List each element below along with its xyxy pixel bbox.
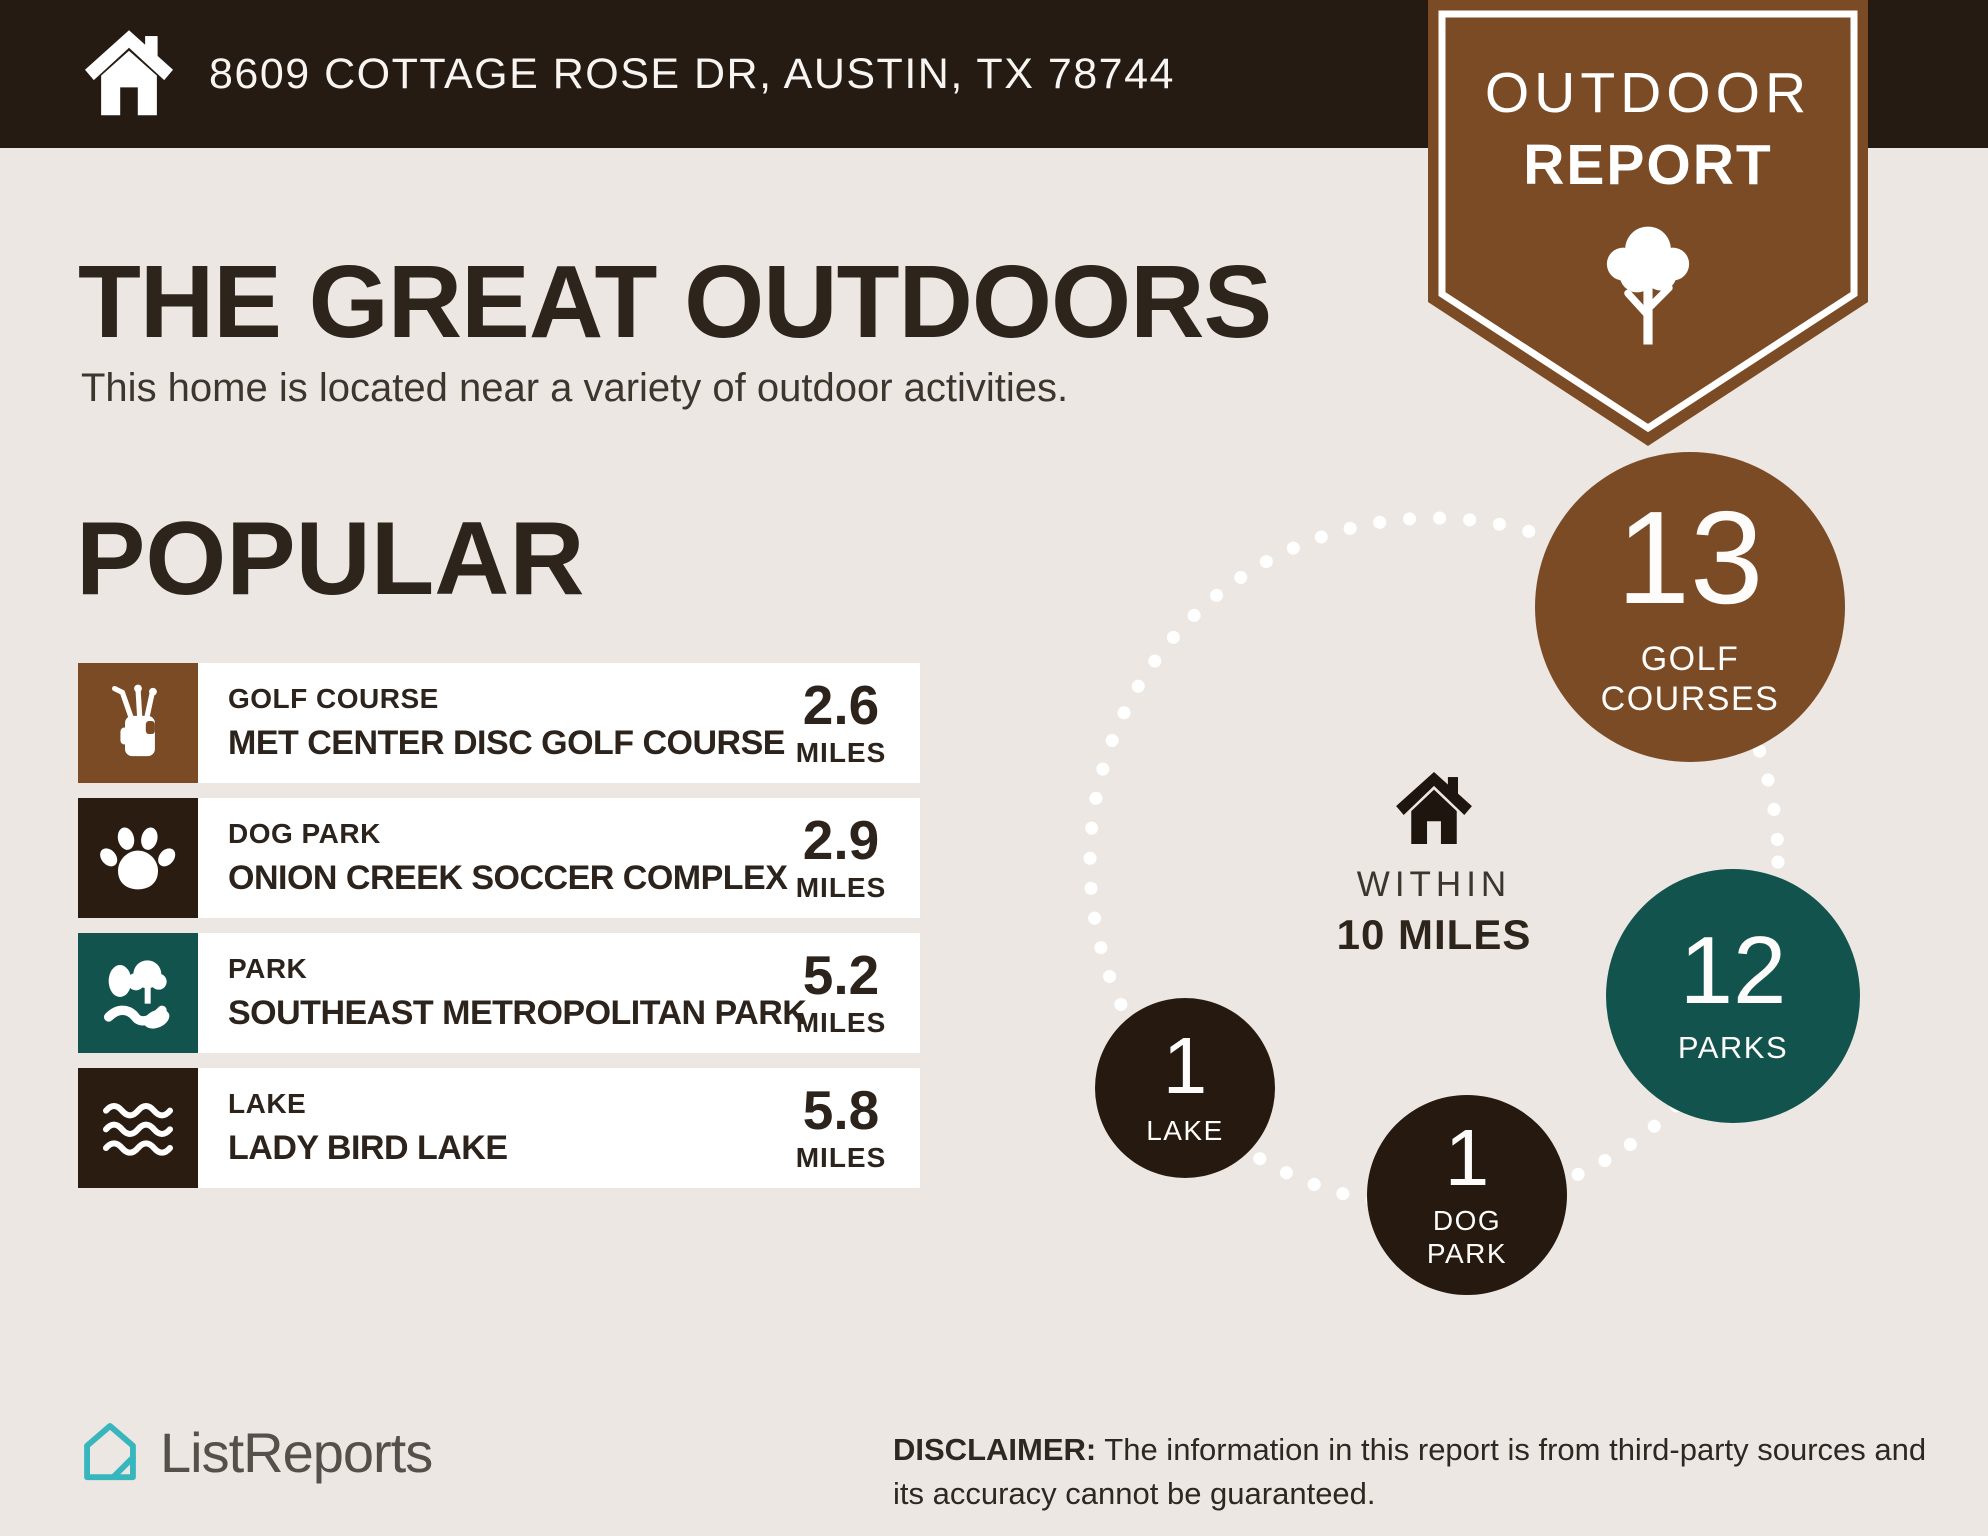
ribbon-title-line2: REPORT <box>1523 133 1773 197</box>
popular-list: GOLF COURSE MET CENTER DISC GOLF COURSE … <box>78 663 920 1203</box>
distance-unit: MILES <box>795 1141 887 1173</box>
tree-icon <box>1428 222 1868 355</box>
item-distance: 2.6 MILES <box>786 673 896 769</box>
property-address: 8609 COTTAGE ROSE DR, AUSTIN, TX 78744 <box>209 49 1175 98</box>
popular-item-lake: LAKE LADY BIRD LAKE 5.8 MILES <box>78 1068 920 1188</box>
distance-value: 5.2 <box>802 943 880 1006</box>
distance-unit: MILES <box>795 871 887 903</box>
paw-icon <box>78 798 198 918</box>
item-category: DOG PARK <box>228 818 381 849</box>
popular-item-park: PARK SOUTHEAST METROPOLITAN PARK 5.2 MIL… <box>78 933 920 1053</box>
parks-label: PARKS <box>1677 1030 1789 1066</box>
item-name: LADY BIRD LAKE <box>228 1129 508 1167</box>
item-distance: 5.8 MILES <box>786 1078 896 1174</box>
ribbon-title-line1: OUTDOOR <box>1484 61 1812 125</box>
listreports-wordmark: ListReports <box>160 1421 433 1484</box>
golf-courses-count: 13 <box>1616 484 1764 632</box>
listreports-logo: ListReports <box>78 1418 433 1487</box>
outdoor-report-ribbon: OUTDOOR REPORT <box>1428 0 1868 446</box>
item-category: GOLF COURSE <box>228 683 439 714</box>
item-name: ONION CREEK SOCCER COMPLEX <box>228 859 788 897</box>
within-text: WITHIN <box>1356 865 1512 904</box>
ten-miles-text: 10 MILES <box>1336 911 1532 958</box>
item-distance: 2.9 MILES <box>786 808 896 904</box>
home-icon <box>85 26 173 123</box>
lake-label: LAKE <box>1146 1115 1224 1147</box>
disclaimer: DISCLAIMER: The information in this repo… <box>893 1428 1953 1516</box>
distance-value: 2.6 <box>802 673 880 736</box>
house-icon <box>1396 772 1472 848</box>
golf-bag-icon <box>78 663 198 783</box>
disclaimer-text: The information in this report is from t… <box>893 1432 1927 1512</box>
distance-value: 2.9 <box>802 808 880 871</box>
golf-courses-label: GOLF COURSES <box>1600 639 1780 718</box>
distance-unit: MILES <box>795 736 887 768</box>
golf-courses-bubble: 13 GOLF COURSES <box>1535 452 1845 762</box>
ribbon-banner-shape <box>1428 0 1868 446</box>
page-subtitle: This home is located near a variety of o… <box>81 366 1069 410</box>
parks-count: 12 <box>1679 917 1787 1025</box>
distance-value: 5.8 <box>802 1078 880 1141</box>
parks-bubble: 12 PARKS <box>1606 869 1860 1123</box>
dog-park-count: 1 <box>1444 1112 1490 1202</box>
item-name: MET CENTER DISC GOLF COURSE <box>228 724 785 762</box>
listreports-house-icon <box>78 1418 142 1487</box>
dog-park-label: DOG PARK <box>1426 1204 1508 1269</box>
item-distance: 5.2 MILES <box>786 943 896 1039</box>
popular-item-dog-park: DOG PARK ONION CREEK SOCCER COMPLEX 2.9 … <box>78 798 920 918</box>
disclaimer-label: DISCLAIMER: <box>893 1432 1097 1467</box>
popular-item-golf-course: GOLF COURSE MET CENTER DISC GOLF COURSE … <box>78 663 920 783</box>
item-category: PARK <box>228 953 308 984</box>
waves-icon <box>78 1068 198 1188</box>
dog-park-bubble: 1 DOG PARK <box>1367 1095 1567 1295</box>
popular-heading: POPULAR <box>76 501 585 617</box>
park-trees-icon <box>78 933 198 1053</box>
item-name: SOUTHEAST METROPOLITAN PARK <box>228 994 807 1032</box>
distance-unit: MILES <box>795 1006 887 1038</box>
item-category: LAKE <box>228 1088 307 1119</box>
page-title: THE GREAT OUTDOORS <box>78 244 1272 359</box>
lake-bubble: 1 LAKE <box>1095 998 1275 1178</box>
radius-center-label: WITHIN 10 MILES <box>1294 772 1574 959</box>
lake-count: 1 <box>1162 1021 1208 1111</box>
